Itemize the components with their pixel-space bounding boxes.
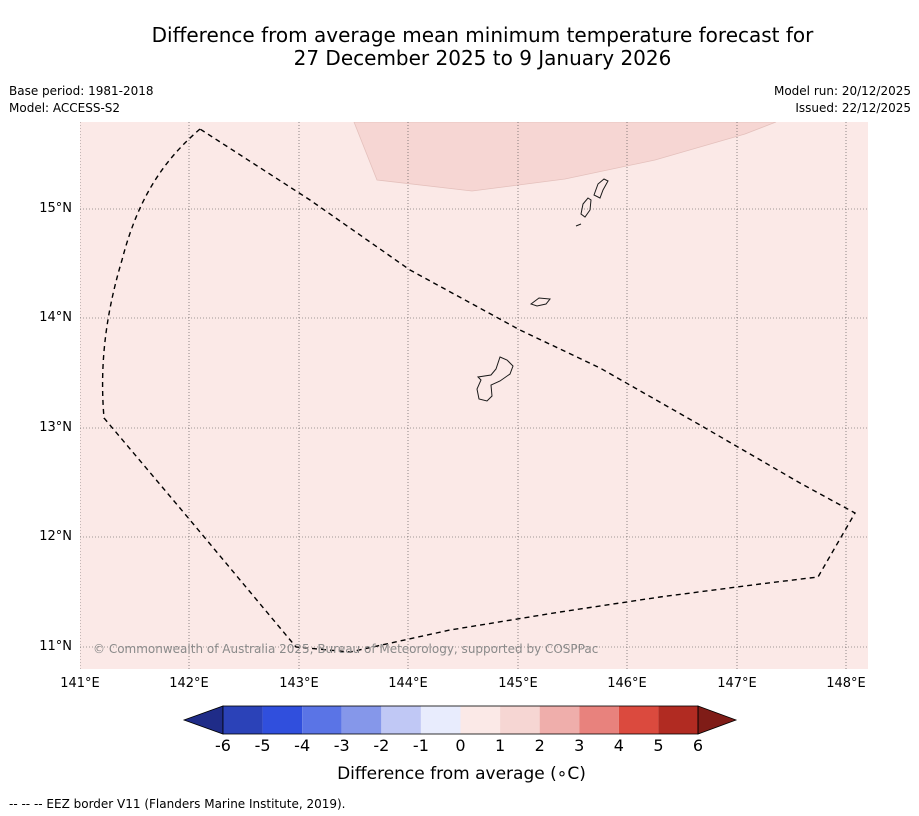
- colorbar-tick-label: 2: [534, 736, 545, 755]
- colorbar-swatch: [658, 706, 698, 734]
- colorbar-swatch: [460, 706, 501, 734]
- lon-label-144: 144°E: [388, 676, 428, 691]
- colorbar-swatch: [223, 706, 263, 734]
- colorbar-extend-high: [697, 705, 738, 735]
- title-line-2: 27 December 2025 to 9 January 2026: [293, 46, 672, 70]
- map-background: [80, 122, 868, 669]
- title-line-1: Difference from average mean minimum tem…: [151, 23, 814, 47]
- copyright-notice: © Commonwealth of Australia 2025, Bureau…: [93, 642, 599, 656]
- lon-label-147: 147°E: [717, 676, 757, 691]
- anomaly-patch: [353, 122, 777, 192]
- lon-label-148: 148°E: [826, 676, 866, 691]
- colorbar-swatch: [302, 706, 342, 734]
- lon-label-143: 143°E: [279, 676, 319, 691]
- lon-label-142: 142°E: [169, 676, 209, 691]
- colorbar-swatch: [381, 706, 421, 734]
- colorbar-swatch: [539, 706, 580, 734]
- colorbar-swatch: [420, 706, 461, 734]
- colorbar-tick-label: 0: [455, 736, 466, 755]
- model-run-date: Model run: 20/12/2025: [773, 84, 911, 98]
- colorbar-tick-label: -3: [333, 736, 350, 755]
- colorbar-title: Difference from average (∘C): [337, 764, 586, 784]
- islands: [476, 178, 609, 402]
- colorbar-tick-label: -1: [412, 736, 429, 755]
- model-name: Model: ACCESS-S2: [9, 101, 121, 115]
- lon-label-141: 141°E: [60, 676, 100, 691]
- colorbar-swatch: [579, 706, 619, 734]
- graticule: [80, 122, 868, 669]
- colorbar-swatch: [500, 706, 540, 734]
- island-saipan: [593, 178, 609, 199]
- colorbar-tick-label: 6: [692, 736, 704, 755]
- colorbar-tick-label: 5: [653, 736, 664, 755]
- base-period: Base period: 1981-2018: [9, 84, 154, 98]
- colorbar-swatch: [262, 706, 303, 734]
- colorbar-tick-label: -5: [254, 736, 271, 755]
- lon-label-146: 146°E: [607, 676, 647, 691]
- colorbar-tick-label: -2: [373, 736, 390, 755]
- colorbar-tick-label: 3: [574, 736, 585, 755]
- colorbar-extend-low: [182, 705, 224, 735]
- colorbar-tick-label: 4: [613, 736, 624, 755]
- lat-label-13: 13°N: [39, 420, 72, 435]
- island-guam: [476, 356, 514, 402]
- colorbar-outline: [222, 705, 699, 735]
- lat-label-14: 14°N: [39, 310, 72, 325]
- issued-date: Issued: 22/12/2025: [795, 101, 911, 115]
- colorbar-tick-label: 1: [494, 736, 506, 755]
- lat-label-12: 12°N: [39, 529, 72, 544]
- colorbar-swatch: [618, 706, 659, 734]
- island-tinian: [580, 197, 592, 218]
- lon-label-145: 145°E: [498, 676, 538, 691]
- eez-legend-note: -- -- -- EEZ border V11 (Flanders Marine…: [9, 797, 346, 811]
- eez-border: [101, 128, 856, 653]
- lat-label-15: 15°N: [39, 201, 72, 216]
- island-rota: [529, 297, 551, 307]
- colorbar: [182, 705, 738, 735]
- island-aguijan: [575, 223, 582, 227]
- colorbar-tick-label: -4: [294, 736, 311, 755]
- colorbar-swatch: [341, 706, 382, 734]
- lat-label-11: 11°N: [39, 639, 72, 654]
- colorbar-tick-label: -6: [215, 736, 231, 755]
